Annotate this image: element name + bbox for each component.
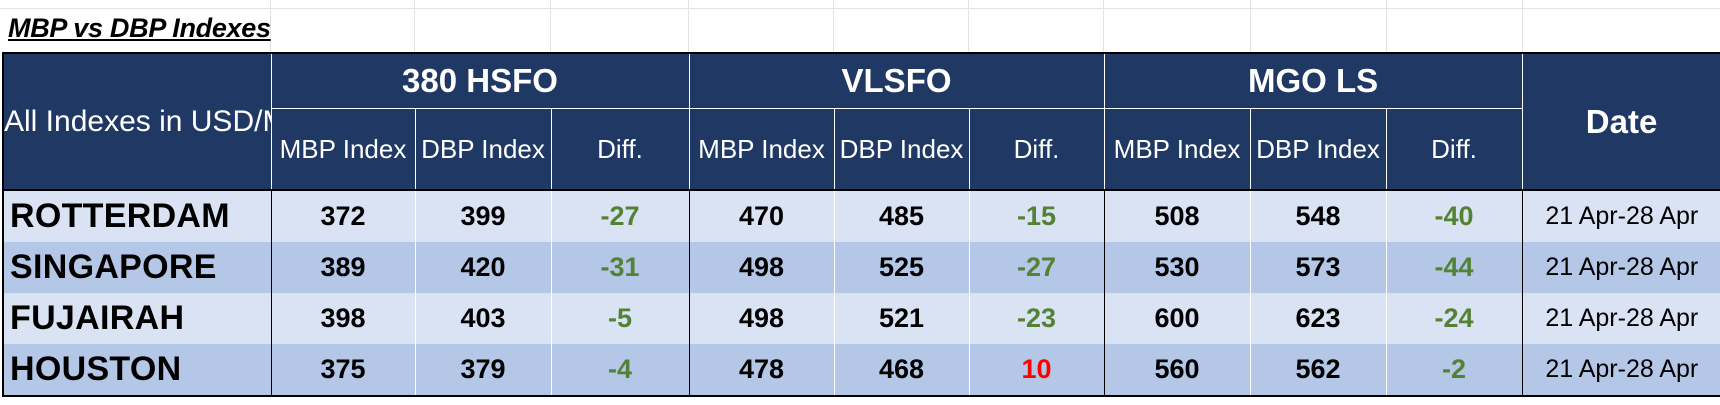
gridline [688, 0, 689, 52]
hsfo-mbp-cell: 372 [270, 189, 415, 242]
mgo-mbp-cell: 560 [1103, 344, 1251, 397]
hsfo-diff-cell: -27 [550, 189, 690, 242]
hsfo-mbp-cell: 375 [270, 344, 415, 397]
vlsfo-diff-cell: -23 [968, 293, 1105, 344]
mgo-diff-cell: -24 [1385, 293, 1523, 344]
hsfo-diff-cell: -31 [550, 242, 690, 293]
gridline [0, 8, 1720, 9]
vlsfo-mbp-cell: 498 [688, 242, 835, 293]
table-row: HOUSTON 375 379 -4 478 468 10 560 562 -2… [2, 344, 1720, 397]
vlsfo-dbp-cell: 521 [833, 293, 970, 344]
hsfo-dbp-cell: 379 [414, 344, 551, 397]
column-header-diff: Diff. [550, 108, 690, 191]
hsfo-mbp-cell: 389 [270, 242, 415, 293]
mgo-mbp-cell: 530 [1103, 242, 1251, 293]
gridline [1386, 0, 1387, 52]
hsfo-mbp-cell: 398 [270, 293, 415, 344]
group-header-vlsfo: VLSFO [688, 52, 1105, 109]
port-name: SINGAPORE [2, 242, 271, 293]
gridline [968, 0, 969, 52]
column-header-dbp: DBP Index [1249, 108, 1387, 191]
table-row: FUJAIRAH 398 403 -5 498 521 -23 600 623 … [2, 293, 1720, 344]
column-header-dbp: DBP Index [414, 108, 552, 191]
vlsfo-dbp-cell: 468 [833, 344, 970, 397]
date-cell: 21 Apr-28 Apr [1521, 293, 1720, 344]
mgo-dbp-cell: 548 [1249, 189, 1387, 242]
mgo-mbp-cell: 600 [1103, 293, 1251, 344]
gridline [550, 0, 551, 52]
gridline [1522, 0, 1523, 52]
hsfo-diff-cell: -4 [550, 344, 690, 397]
port-name: FUJAIRAH [2, 293, 271, 344]
date-cell: 21 Apr-28 Apr [1521, 344, 1720, 397]
gridline [1250, 0, 1251, 52]
gridline [1103, 0, 1104, 52]
gridline [833, 0, 834, 52]
date-cell: 21 Apr-28 Apr [1521, 242, 1720, 293]
column-header-diff: Diff. [968, 108, 1105, 191]
vlsfo-mbp-cell: 498 [688, 293, 835, 344]
port-name: ROTTERDAM [2, 189, 271, 242]
hsfo-dbp-cell: 403 [414, 293, 551, 344]
group-header-hsfo: 380 HSFO [270, 52, 690, 109]
vlsfo-mbp-cell: 478 [688, 344, 835, 397]
date-header: Date [1521, 52, 1720, 191]
date-cell: 21 Apr-28 Apr [1521, 189, 1720, 242]
gridline [414, 0, 415, 52]
units-header: All Indexes in USD/MT [2, 52, 272, 191]
port-name: HOUSTON [2, 344, 271, 397]
table-row: ROTTERDAM 372 399 -27 470 485 -15 508 54… [2, 189, 1720, 242]
hsfo-diff-cell: -5 [550, 293, 690, 344]
vlsfo-diff-cell: 10 [968, 344, 1105, 397]
index-table: All Indexes in USD/MT 380 HSFO VLSFO MGO… [2, 52, 1720, 397]
sheet-title: MBP vs DBP Indexes [8, 13, 271, 43]
mgo-diff-cell: -40 [1385, 189, 1523, 242]
vlsfo-dbp-cell: 525 [833, 242, 970, 293]
mgo-diff-cell: -2 [1385, 344, 1523, 397]
gridline [270, 0, 271, 52]
mgo-dbp-cell: 562 [1249, 344, 1387, 397]
vlsfo-diff-cell: -15 [968, 189, 1105, 242]
vlsfo-mbp-cell: 470 [688, 189, 835, 242]
mgo-dbp-cell: 573 [1249, 242, 1387, 293]
hsfo-dbp-cell: 399 [414, 189, 551, 242]
mgo-mbp-cell: 508 [1103, 189, 1251, 242]
column-header-mbp: MBP Index [688, 108, 835, 191]
column-header-mbp: MBP Index [270, 108, 416, 191]
mgo-dbp-cell: 623 [1249, 293, 1387, 344]
vlsfo-diff-cell: -27 [968, 242, 1105, 293]
table-row: SINGAPORE 389 420 -31 498 525 -27 530 57… [2, 242, 1720, 293]
hsfo-dbp-cell: 420 [414, 242, 551, 293]
column-header-mbp: MBP Index [1103, 108, 1251, 191]
group-header-mgo: MGO LS [1103, 52, 1523, 109]
mgo-diff-cell: -44 [1385, 242, 1523, 293]
column-header-diff: Diff. [1385, 108, 1523, 191]
column-header-dbp: DBP Index [833, 108, 970, 191]
vlsfo-dbp-cell: 485 [833, 189, 970, 242]
